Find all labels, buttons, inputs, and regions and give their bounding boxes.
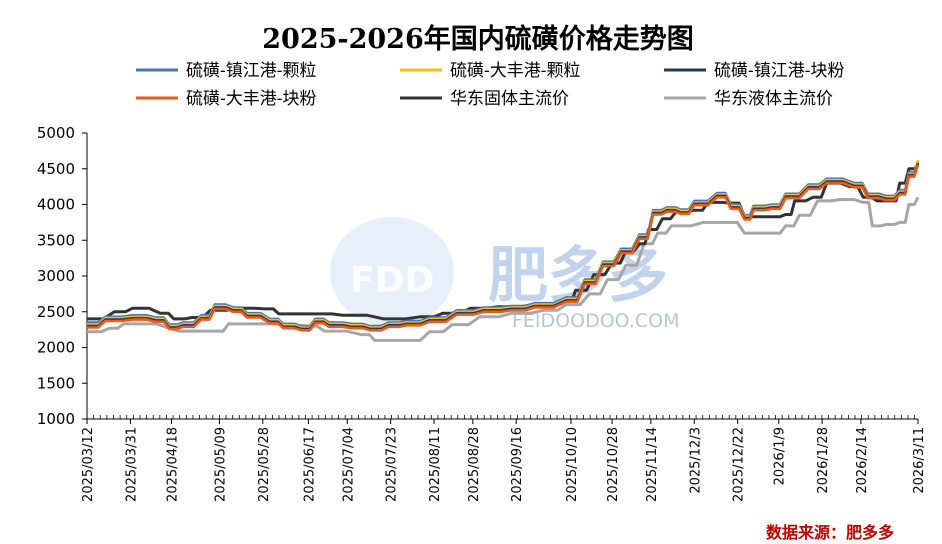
x-tick-label: 2025/03/12 [81, 427, 96, 502]
x-tick-label: 2025/10/28 [606, 427, 621, 502]
x-tick-label: 2025/05/09 [213, 427, 228, 502]
y-tick-label: 4500 [37, 160, 75, 178]
x-tick-label: 2025/07/23 [385, 427, 400, 502]
series-line-1 [87, 159, 920, 329]
legend-entry: 硫磺-镇江港-颗粒 [186, 61, 317, 81]
y-tick-label: 5000 [37, 124, 75, 142]
watermark-url: FEIDOODOO.COM [512, 310, 680, 332]
x-tick-label: 2026/1/9 [773, 427, 788, 485]
x-tick-label: 2026/3/11 [912, 427, 927, 494]
y-tick-label: 3500 [37, 231, 75, 249]
y-tick-label: 4000 [37, 196, 75, 214]
x-axis: 2025/03/12 2025/03/31 2025/04/18 2025/05/09… [81, 415, 927, 502]
y-tick-label: 1500 [37, 374, 75, 392]
x-tick-label: 2025/08/11 [428, 427, 443, 502]
chart-title: 2025-2026年国内硫磺价格走势图 [262, 23, 694, 55]
legend-entry: 硫磺-大丰港-块粉 [186, 89, 317, 109]
legend-entry: 华东液体主流价 [714, 89, 833, 109]
x-tick-label: 2025/04/18 [165, 427, 180, 502]
legend-entry: 硫磺-镇江港-块粉 [714, 61, 845, 81]
legend-entry: 硫磺-大丰港-颗粒 [450, 61, 581, 81]
y-tick-label: 3000 [37, 267, 75, 285]
x-tick-label: 2025/10/10 [565, 427, 580, 502]
watermark-logo-text: FDD [350, 260, 434, 301]
data-source-label: 数据来源：肥多多 [766, 523, 894, 542]
series-line-3 [87, 164, 920, 332]
series-line-0 [87, 161, 920, 328]
x-tick-label: 2025/09/16 [510, 427, 525, 502]
x-tick-label: 2026/1/28 [816, 427, 831, 494]
y-tick-label: 2000 [37, 339, 75, 357]
y-axis: 1000 1500 2000 2500 3000 3500 4000 4500 5000 [37, 124, 88, 428]
x-tick-label: 2026/2/14 [855, 427, 870, 494]
x-tick-label: 2025/08/28 [467, 427, 482, 502]
watermark-logo-shape [330, 217, 454, 327]
x-tick-label: 2025/06/17 [302, 427, 317, 502]
x-tick-label: 2025/05/28 [257, 427, 272, 502]
series-lines [87, 159, 920, 342]
x-tick-label: 2025/03/31 [124, 427, 139, 502]
series-line-2 [87, 162, 920, 331]
x-tick-label: 2025/12/3 [688, 427, 703, 494]
y-tick-label: 2500 [37, 303, 75, 321]
x-tick-label: 2025/07/04 [341, 427, 356, 502]
x-tick-label: 2025/11/14 [645, 427, 660, 502]
x-tick-label: 2025/12/22 [732, 427, 747, 502]
legend-entry: 华东固体主流价 [450, 89, 569, 109]
y-tick-label: 1000 [37, 410, 75, 428]
